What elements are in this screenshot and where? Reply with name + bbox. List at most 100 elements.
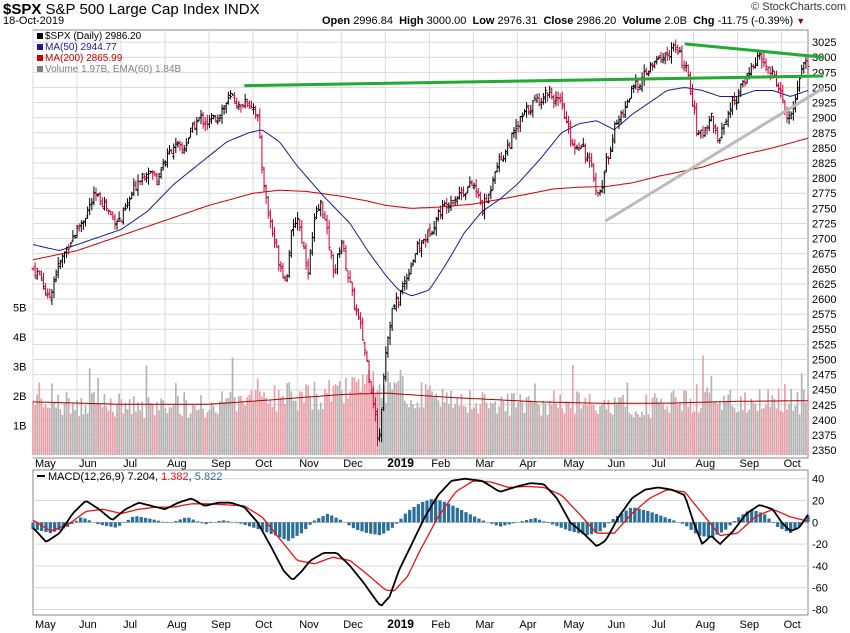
macd-histogram-bar [776, 522, 780, 527]
volume-bar [708, 392, 711, 455]
volume-bar [284, 403, 286, 455]
macd-histogram-bar [403, 513, 407, 523]
volume-bar [36, 394, 39, 455]
macd-histogram-bar [308, 522, 312, 525]
macd-histogram-bar [572, 522, 576, 533]
volume-bar [456, 397, 459, 455]
volume-bar [746, 412, 748, 455]
macd-histogram-bar [789, 522, 793, 534]
volume-bar [651, 397, 654, 455]
price-tick-label: 3000 [812, 52, 836, 64]
volume-bar [693, 411, 696, 455]
volume-bar [532, 402, 534, 455]
volume-label: Volume [622, 15, 662, 27]
volume-bar [784, 383, 786, 455]
price-tick-label: 2500 [812, 354, 836, 366]
macd-histogram-bar [797, 522, 801, 527]
macd-histogram-bar [299, 522, 304, 534]
macd-histogram-bar [369, 522, 373, 534]
volume-bar [130, 414, 133, 455]
macd-histogram-bar [360, 522, 364, 532]
macd-histogram-bar [654, 514, 659, 523]
macd-histogram-bar [611, 519, 615, 523]
price-tick-label: 2925 [812, 98, 836, 110]
volume-bar [628, 412, 631, 455]
volume-bar [479, 403, 482, 455]
price-tick-label: 2375 [812, 430, 836, 442]
month-label: May [563, 619, 584, 631]
macd-histogram-bar [719, 522, 724, 533]
macd-histogram-bar [503, 522, 507, 526]
volume-bar [798, 414, 801, 455]
volume-bar [65, 391, 68, 455]
month-label: 2019 [387, 617, 414, 631]
volume-bar [273, 385, 276, 455]
signal-value: 1.382 [161, 471, 189, 483]
volume-bar [548, 400, 551, 455]
macd-histogram-bar [243, 522, 247, 526]
macd-histogram-bar [537, 519, 542, 523]
volume-bar [561, 408, 564, 455]
volume-bar [536, 402, 538, 455]
volume-bar [664, 409, 667, 455]
volume-bar [765, 404, 767, 455]
volume-bar [410, 400, 412, 455]
volume-bar [618, 397, 620, 455]
volume-bar [55, 407, 57, 455]
volume-bar [378, 384, 381, 455]
macd-histogram-bar [109, 522, 113, 527]
volume-bar [523, 412, 526, 455]
volume-bar [702, 355, 704, 455]
volume-bar [643, 415, 646, 455]
macd-histogram-bar [278, 522, 282, 538]
macd-histogram-bar [364, 522, 368, 533]
volume-bar [242, 402, 244, 455]
volume-bar [193, 405, 196, 455]
volume-bar [588, 393, 591, 455]
volume-bar [557, 407, 559, 455]
macd-panel: May Jun Jul Aug Sep Oct Nov Dec 2019 Feb Mar Apr May… [31, 469, 828, 631]
volume-bar [353, 377, 356, 455]
volume-bar [174, 383, 177, 455]
volume-bar [685, 390, 688, 455]
macd-histogram-bar [641, 509, 646, 523]
volume-bar [464, 406, 467, 455]
price-tick-label: 2725 [812, 218, 836, 230]
volume-bar [802, 389, 805, 455]
volume-bar [93, 391, 95, 455]
macd-histogram-bar [806, 515, 810, 523]
volume-bar [128, 399, 131, 455]
macd-histogram-bar [377, 522, 381, 536]
volume-bar [44, 404, 47, 455]
volume-bar [527, 395, 530, 455]
volume-bar [269, 400, 272, 455]
volume-bar [343, 403, 345, 455]
volume-bar [206, 412, 209, 455]
volume-bar [48, 408, 51, 455]
volume-bar [294, 400, 297, 455]
volume-bar [261, 396, 263, 455]
volume-bar [445, 392, 448, 455]
macd-histogram-bar [152, 519, 156, 523]
volume-bar [687, 406, 690, 455]
volume-bar [179, 413, 181, 455]
macd-histogram-bar [555, 522, 559, 527]
close-value: 2986.20 [576, 15, 617, 27]
histogram-value: 5.822 [195, 471, 223, 483]
volume-bar [439, 406, 442, 455]
volume-bar [483, 394, 486, 455]
volume-bar [250, 390, 253, 455]
volume-bar [414, 408, 417, 455]
macd-histogram-bar [542, 521, 546, 523]
volume-bar [676, 404, 679, 455]
volume-bar [42, 407, 45, 455]
volume-bar [122, 413, 125, 455]
macd-histogram-bar [135, 516, 139, 523]
volume-bar [403, 400, 406, 455]
month-label: Sep [740, 619, 760, 631]
legend-separator: , [189, 471, 195, 483]
month-label: May [563, 458, 584, 470]
macd-histogram-bar [421, 501, 425, 523]
price-tick-label: 2850 [812, 143, 836, 155]
volume-bar [655, 397, 658, 455]
